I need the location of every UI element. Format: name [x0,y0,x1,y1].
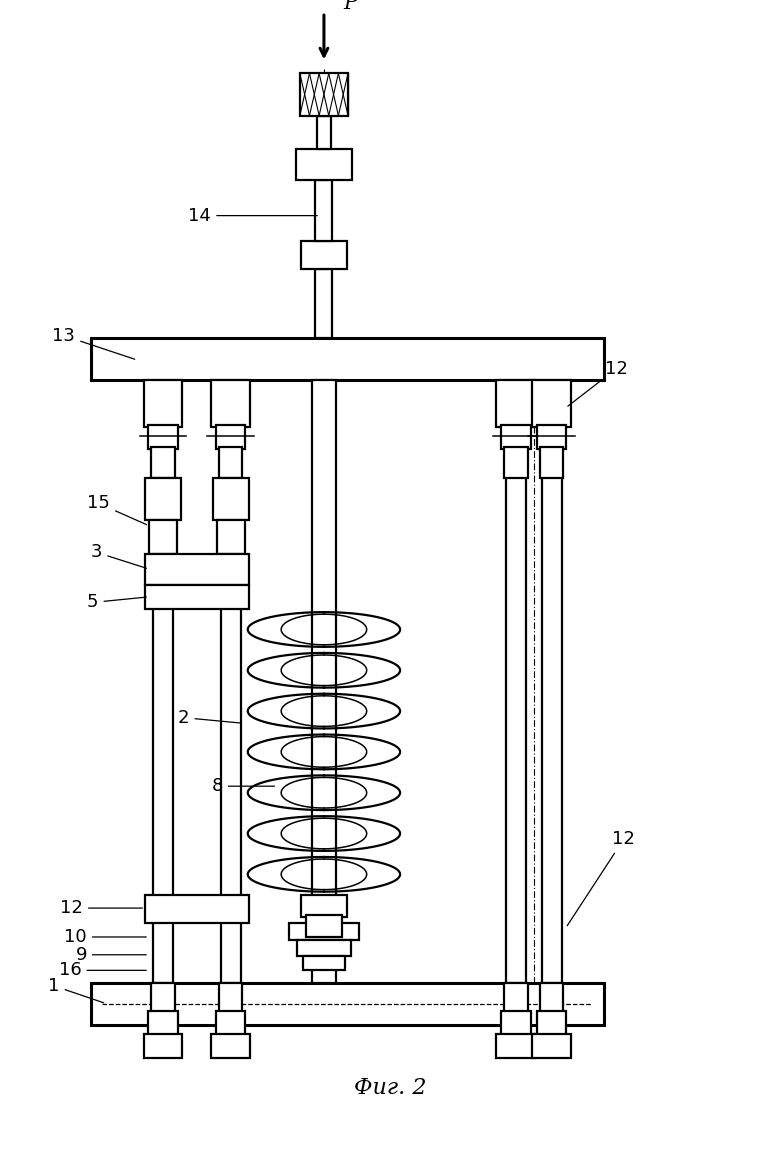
Bar [497,380,535,427]
Text: 5: 5 [87,593,147,612]
Bar [151,982,175,1013]
Bar [144,1034,183,1058]
Text: P: P [343,0,357,13]
Bar [300,894,347,917]
Bar [219,447,243,478]
Bar [149,520,177,554]
Bar [219,982,243,1013]
Bar [216,1011,246,1036]
Bar [501,1011,530,1036]
Bar [315,269,332,338]
Text: 16: 16 [58,961,147,980]
Bar [532,380,571,427]
Text: 2: 2 [178,709,241,727]
Text: Фиг. 2: Фиг. 2 [354,1077,426,1099]
Bar [221,380,241,982]
Bar [296,941,351,956]
Bar [532,1034,571,1058]
Text: 8: 8 [211,777,275,795]
Bar [312,380,335,982]
Bar [153,380,173,982]
Bar [296,149,352,180]
Bar [289,922,359,941]
Bar [315,180,332,241]
Text: 14: 14 [188,207,317,225]
Bar [144,380,183,427]
Bar [540,982,563,1013]
Text: 12: 12 [567,830,635,926]
Bar [148,1011,178,1036]
Bar [497,1034,535,1058]
Bar [537,1011,566,1036]
Bar [300,241,347,269]
Text: 9: 9 [76,946,147,964]
Bar [303,956,345,971]
Text: 1: 1 [48,977,104,1003]
Bar [145,585,249,609]
Bar [145,894,249,922]
Bar [300,74,348,115]
Text: 13: 13 [52,327,135,359]
Bar [145,554,249,585]
Bar [211,380,250,427]
Text: 12: 12 [60,899,143,917]
Bar [504,447,527,478]
Bar [145,478,181,520]
Bar [217,520,245,554]
Text: 3: 3 [91,544,147,568]
Bar [216,425,246,449]
Bar [537,425,566,449]
Bar [90,982,604,1025]
Text: 12: 12 [568,360,627,406]
Text: 10: 10 [64,928,147,946]
Bar [505,380,526,982]
Bar [211,1034,250,1058]
Bar [148,425,178,449]
Bar [151,447,175,478]
Bar [501,425,530,449]
Text: 15: 15 [87,494,147,525]
Bar [306,915,342,937]
Bar [504,982,527,1013]
Bar [541,380,562,982]
Bar [90,338,604,380]
Bar [213,478,249,520]
Bar [317,115,331,149]
Bar [540,447,563,478]
